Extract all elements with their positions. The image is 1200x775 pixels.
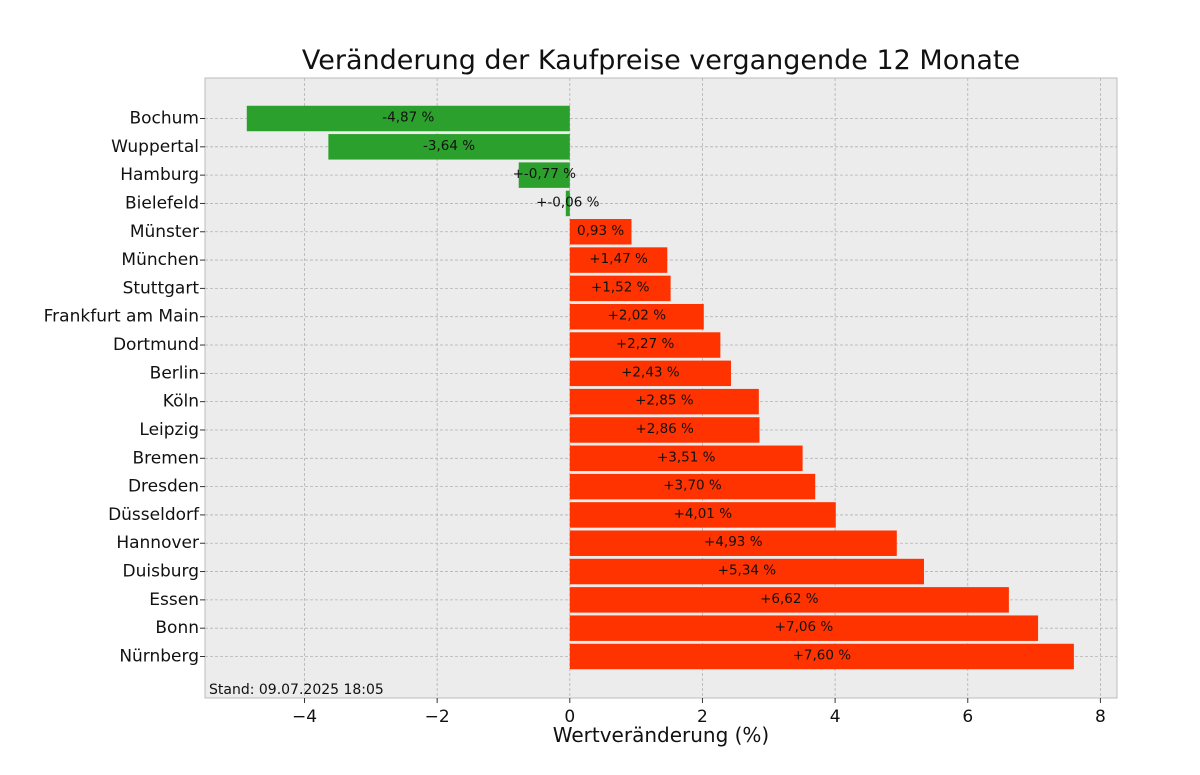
category-label: Dortmund	[113, 335, 199, 355]
category-label: Bremen	[132, 448, 199, 468]
bar	[569, 247, 668, 273]
bar	[569, 219, 632, 245]
chart-title: Veränderung der Kaufpreise vergangende 1…	[302, 45, 1020, 76]
bar-value-label: +-0,77 %	[513, 166, 577, 182]
x-tick-label: 6	[962, 707, 973, 727]
bar	[569, 332, 721, 358]
category-label: München	[121, 250, 199, 270]
bar	[569, 473, 816, 500]
category-label: Berlin	[150, 363, 199, 383]
x-tick-label: −4	[292, 707, 317, 727]
x-axis-ticks: −4 −2 0 2 4 6 8	[292, 698, 1106, 727]
category-labels: Bochum Wuppertal Hamburg Bielefeld Münster Mü…	[44, 109, 205, 667]
x-tick-label: 4	[830, 707, 841, 727]
category-label: Münster	[130, 222, 199, 242]
x-tick-label: −2	[425, 707, 450, 727]
category-label: Dresden	[128, 477, 199, 497]
bar	[569, 388, 759, 415]
bar	[569, 587, 1009, 613]
x-tick-label: 2	[697, 707, 708, 727]
bar	[518, 162, 570, 188]
bar-value-label: +2,85 %	[635, 393, 694, 409]
category-label: Duisburg	[123, 562, 200, 582]
category-label: Wuppertal	[111, 137, 199, 157]
bar-labels: -4,87 % -3,64 % +-0,77 % +-0,06 % 0,93 % +1,4…	[382, 110, 851, 664]
bar-value-label: +7,60 %	[793, 648, 852, 664]
bar-value-label: +1,47 %	[589, 251, 648, 267]
bar-value-label: 0,93 %	[577, 223, 624, 239]
bar-value-label: +2,27 %	[616, 336, 675, 352]
bar	[569, 303, 704, 330]
bar-value-label: +3,51 %	[657, 449, 716, 465]
category-label: Leipzig	[139, 420, 199, 440]
bar	[246, 105, 570, 132]
bar-value-label: +6,62 %	[760, 591, 819, 607]
bar-value-label: +2,86 %	[635, 421, 694, 437]
category-label: Düsseldorf	[108, 505, 200, 525]
bar	[569, 530, 897, 556]
bar-value-label: -3,64 %	[423, 138, 475, 154]
bar-value-label: +2,02 %	[608, 308, 667, 324]
bar	[328, 134, 570, 160]
bar	[569, 615, 1039, 641]
category-label: Stuttgart	[123, 278, 200, 298]
bar-value-label: +-0,06 %	[536, 194, 600, 210]
bar-value-label: +4,93 %	[704, 534, 763, 550]
bar	[569, 502, 836, 528]
bar-value-label: +2,43 %	[621, 364, 680, 380]
category-label: Bonn	[155, 618, 199, 638]
bars	[246, 105, 1074, 670]
category-label: Hannover	[116, 533, 199, 553]
bar	[569, 275, 671, 302]
category-label: Bochum	[129, 109, 199, 129]
bar	[569, 417, 760, 443]
bar-value-label: +1,52 %	[591, 279, 650, 295]
bar	[569, 445, 803, 472]
bar-value-label: -4,87 %	[382, 110, 434, 126]
category-label: Hamburg	[120, 165, 199, 185]
bar	[565, 190, 570, 217]
bar-value-label: +3,70 %	[663, 478, 722, 494]
bar	[569, 558, 924, 585]
category-label: Essen	[149, 590, 199, 610]
category-label: Köln	[163, 392, 199, 412]
bar-value-label: +7,06 %	[775, 619, 834, 635]
category-label: Frankfurt am Main	[44, 307, 199, 327]
x-axis-label: Wertveränderung (%)	[553, 723, 770, 747]
x-tick-label: 0	[564, 707, 575, 727]
bar-value-label: +5,34 %	[718, 563, 777, 579]
bar	[569, 643, 1074, 670]
category-label: Bielefeld	[125, 193, 199, 213]
bar-value-label: +4,01 %	[674, 506, 733, 522]
x-tick-label: 8	[1095, 707, 1106, 727]
category-label: Nürnberg	[119, 647, 199, 667]
footnote: Stand: 09.07.2025 18:05	[209, 682, 384, 698]
bar	[569, 360, 731, 387]
